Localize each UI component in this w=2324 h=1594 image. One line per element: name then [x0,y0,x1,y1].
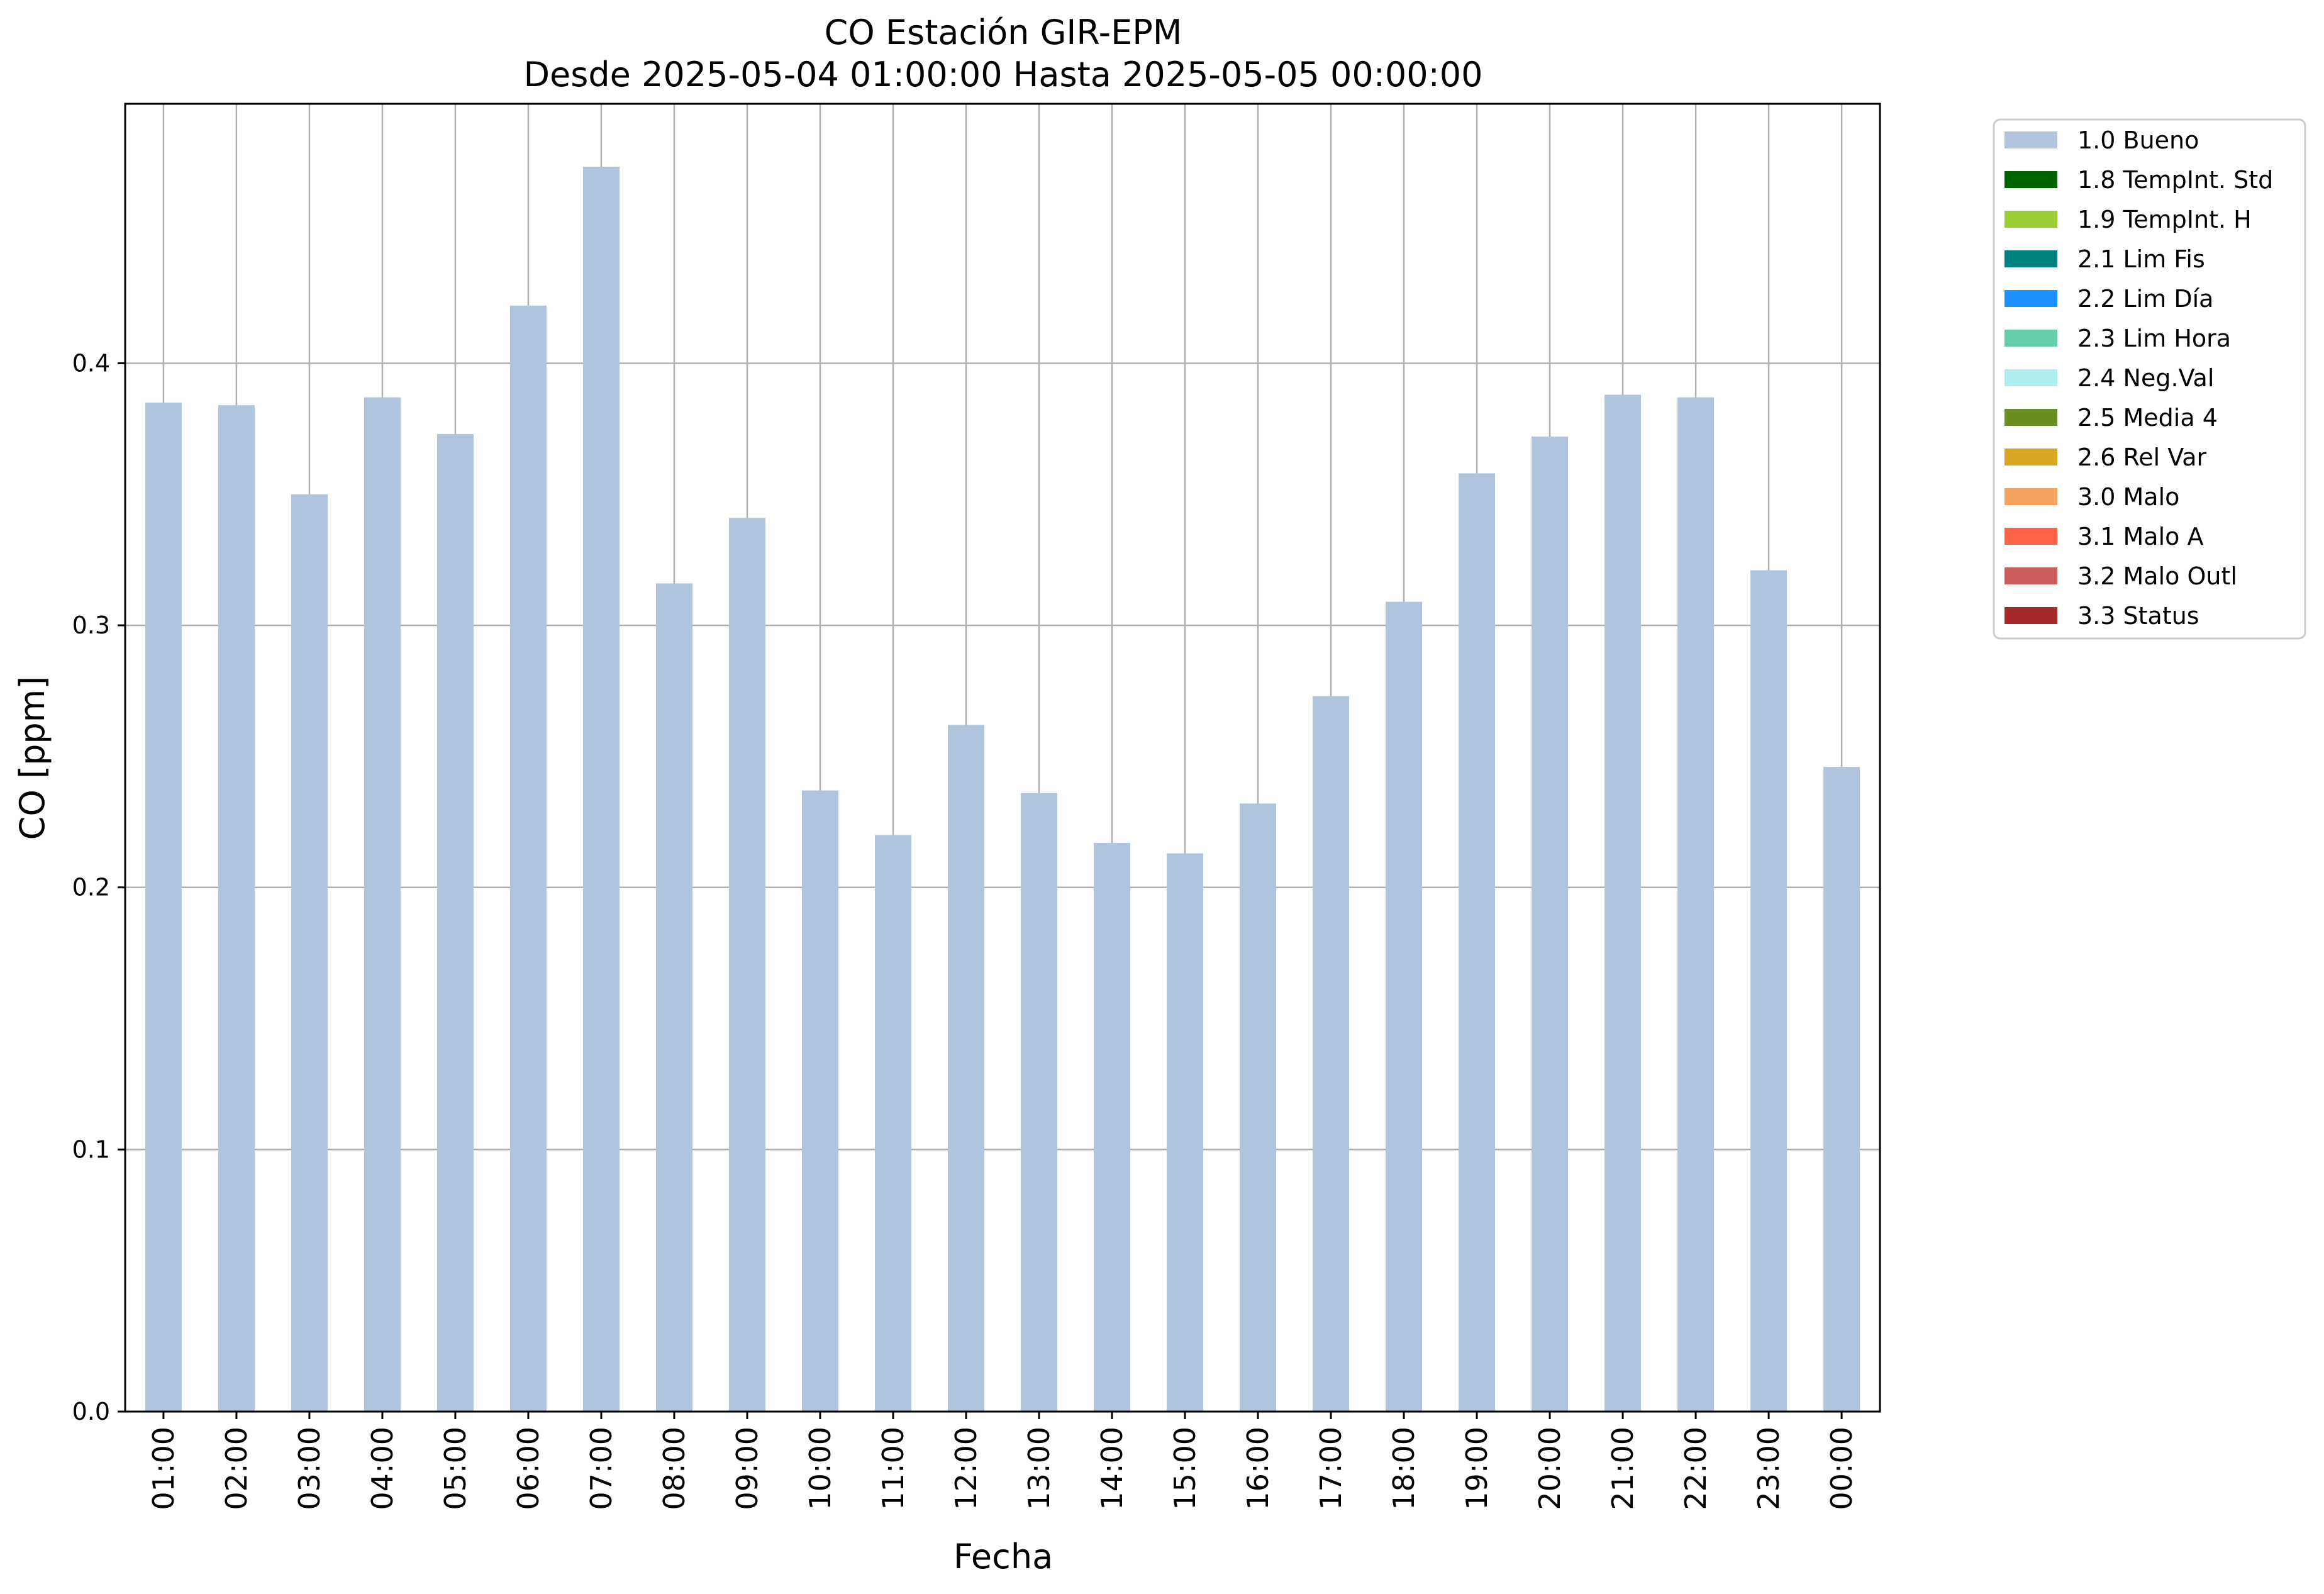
bar-0900 [728,518,765,1412]
legend-swatch [2004,449,2057,465]
legend-label: 2.1 Lim Fis [2077,245,2205,273]
x-tick-label: 21:00 [1606,1427,1640,1510]
chart-subtitle: Desde 2025-05-04 01:00:00 Hasta 2025-05-… [523,55,1482,94]
legend-label: 3.2 Malo Outl [2077,562,2237,590]
bar-1900 [1459,473,1496,1412]
x-tick-label: 17:00 [1314,1427,1348,1510]
bar-1600 [1240,803,1277,1412]
bar-0100 [145,402,182,1412]
legend-swatch [2004,607,2057,624]
bar-0200 [218,405,255,1412]
legend-label: 1.8 TempInt. Std [2077,166,2273,194]
bar-1400 [1094,842,1131,1412]
x-tick-label: 09:00 [730,1427,764,1510]
bar-0500 [436,433,474,1412]
x-tick-label: 11:00 [876,1427,910,1510]
x-tick-label: 22:00 [1679,1427,1713,1510]
x-axis-ticks: 01:00 02:00 03:00 04:00 05:00 06:00 07:00 08:00… [147,1412,1859,1510]
legend-label: 3.1 Malo A [2077,523,2203,550]
legend-label: 2.3 Lim Hora [2077,325,2231,352]
y-tick-label: 0.2 [72,874,110,901]
x-tick-label: 07:00 [584,1427,618,1510]
bar-0400 [364,397,401,1412]
y-axis-ticks: 0.0 0.1 0.2 0.3 0.4 [72,349,125,1425]
legend-swatch [2004,528,2057,545]
y-axis-label: CO [ppm] [13,676,52,840]
chart-title: CO Estación GIR-EPM [825,13,1182,52]
plot-frame [124,103,1881,1413]
x-tick-label: 06:00 [511,1427,545,1510]
x-tick-label: 08:00 [657,1427,691,1510]
x-tick-label: 02:00 [220,1427,253,1510]
bars [145,166,1860,1412]
bar-0600 [509,305,547,1412]
bar-0800 [655,583,692,1412]
legend-label: 2.5 Media 4 [2077,404,2218,432]
bar-2100 [1604,394,1642,1412]
bar-1200 [947,725,984,1412]
x-tick-label: 01:00 [147,1427,181,1510]
y-tick-label: 0.4 [72,349,110,377]
legend-frame [1993,118,2306,640]
legend-label: 1.0 Bueno [2077,126,2199,154]
bar-1300 [1021,793,1058,1412]
x-tick-label: 14:00 [1095,1427,1129,1510]
legend-label: 3.3 Status [2077,602,2199,630]
legend-swatch [2004,211,2057,228]
legend-swatch [2004,290,2057,307]
bar-0000 [1823,767,1860,1412]
x-tick-label: 05:00 [438,1427,472,1510]
x-tick-label: 04:00 [365,1427,399,1510]
legend-swatch [2004,131,2057,148]
bar-1700 [1313,696,1350,1412]
bar-0700 [582,166,620,1412]
legend-swatch [2004,250,2057,267]
x-tick-label: 16:00 [1241,1427,1275,1510]
legend-label: 2.4 Neg.Val [2077,364,2214,392]
bar-0300 [291,494,328,1412]
legend-label: 1.9 TempInt. H [2077,206,2252,233]
x-tick-label: 19:00 [1460,1427,1494,1510]
bar-2000 [1532,437,1569,1412]
bar-1000 [801,790,838,1412]
legend-swatch [2004,330,2057,347]
legend-label: 2.2 Lim Día [2077,285,2213,313]
bar-2300 [1750,570,1787,1412]
x-tick-label: 13:00 [1022,1427,1056,1510]
legend: 1.0 Bueno 1.8 TempInt. Std 1.9 TempInt. H 2… [1993,118,2306,640]
bar-1800 [1386,601,1423,1412]
y-tick-label: 0.0 [72,1398,110,1425]
legend-swatch [2004,567,2057,584]
bar-2200 [1677,397,1715,1412]
bar-1500 [1167,853,1204,1412]
legend-swatch [2004,409,2057,426]
legend-swatch [2004,369,2057,386]
y-tick-label: 0.1 [72,1135,110,1163]
x-tick-label: 20:00 [1533,1427,1567,1510]
x-tick-label: 03:00 [292,1427,326,1510]
y-tick-label: 0.3 [72,611,110,639]
x-tick-label: 23:00 [1752,1427,1786,1510]
x-tick-label: 12:00 [949,1427,983,1510]
x-tick-label: 18:00 [1387,1427,1421,1510]
x-tick-label: 15:00 [1168,1427,1202,1510]
legend-swatch [2004,488,2057,505]
x-tick-label: 00:00 [1825,1427,1859,1510]
legend-label: 3.0 Malo [2077,483,2179,511]
legend-label: 2.6 Rel Var [2077,443,2207,471]
bar-1100 [874,835,911,1412]
x-tick-label: 10:00 [803,1427,837,1510]
x-axis-label: Fecha [954,1537,1053,1576]
legend-swatch [2004,171,2057,188]
